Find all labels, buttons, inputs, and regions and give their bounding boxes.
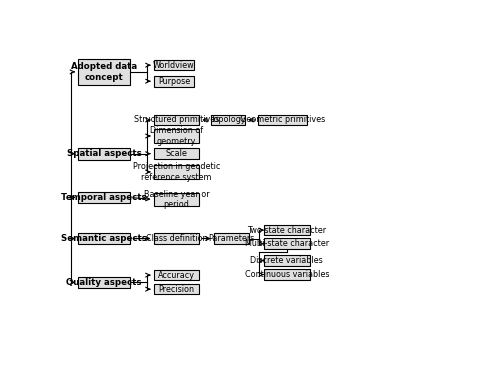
- Text: Parameters: Parameters: [208, 234, 254, 243]
- FancyBboxPatch shape: [154, 76, 194, 87]
- Text: Discrete variables: Discrete variables: [250, 256, 323, 265]
- FancyBboxPatch shape: [154, 165, 200, 179]
- Text: Baseline year or
period: Baseline year or period: [144, 190, 209, 209]
- FancyBboxPatch shape: [78, 277, 130, 288]
- FancyBboxPatch shape: [210, 115, 246, 125]
- Text: Adopted data
concept: Adopted data concept: [71, 62, 137, 82]
- FancyBboxPatch shape: [154, 148, 200, 159]
- FancyBboxPatch shape: [264, 255, 310, 266]
- FancyBboxPatch shape: [154, 193, 200, 206]
- Text: Accuracy: Accuracy: [158, 270, 195, 280]
- Text: Scale: Scale: [166, 149, 188, 158]
- Text: Spatial aspects: Spatial aspects: [67, 149, 142, 158]
- Text: Structured primitives: Structured primitives: [134, 115, 219, 124]
- Text: Dimension of
geometry: Dimension of geometry: [150, 126, 203, 146]
- Text: Precision: Precision: [158, 285, 194, 294]
- Text: Topology: Topology: [210, 115, 246, 124]
- FancyBboxPatch shape: [154, 60, 194, 70]
- Text: Quality aspects: Quality aspects: [66, 278, 142, 287]
- Text: Continuous variables: Continuous variables: [244, 270, 329, 279]
- FancyBboxPatch shape: [154, 270, 200, 280]
- FancyBboxPatch shape: [154, 284, 200, 295]
- Text: Class definition: Class definition: [146, 234, 207, 243]
- Text: Projection in geodetic
reference system: Projection in geodetic reference system: [132, 162, 220, 182]
- FancyBboxPatch shape: [154, 233, 200, 245]
- FancyBboxPatch shape: [78, 192, 130, 203]
- FancyBboxPatch shape: [154, 115, 200, 125]
- FancyBboxPatch shape: [264, 225, 310, 235]
- FancyBboxPatch shape: [78, 233, 130, 245]
- FancyBboxPatch shape: [78, 148, 130, 160]
- FancyBboxPatch shape: [264, 238, 310, 249]
- Text: Purpose: Purpose: [158, 77, 190, 86]
- Text: Temporal aspects: Temporal aspects: [62, 193, 147, 202]
- FancyBboxPatch shape: [78, 59, 130, 85]
- FancyBboxPatch shape: [264, 269, 310, 280]
- Text: Multi-state character: Multi-state character: [245, 239, 329, 248]
- FancyBboxPatch shape: [258, 115, 306, 125]
- Text: Geometric primitives: Geometric primitives: [240, 115, 325, 124]
- Text: Semantic aspects: Semantic aspects: [61, 234, 147, 243]
- FancyBboxPatch shape: [214, 233, 250, 245]
- Text: Two state character: Two state character: [248, 226, 326, 235]
- Text: Worldview: Worldview: [153, 61, 194, 70]
- FancyBboxPatch shape: [154, 129, 200, 143]
